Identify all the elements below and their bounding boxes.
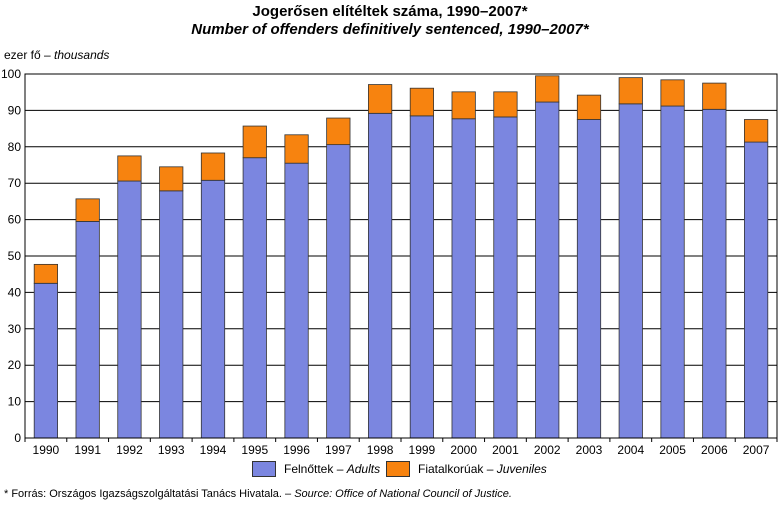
unit-english: thousands [54, 48, 110, 62]
bar-adults-1990 [33, 282, 58, 439]
bar-juveniles-1999 [409, 87, 434, 117]
bar-adults-1991 [75, 221, 100, 439]
bar-juveniles-1992 [117, 155, 142, 182]
bar-juveniles-1996 [284, 134, 309, 164]
bar-juveniles-2004 [618, 77, 643, 105]
y-tick-label-80: 80 [8, 140, 22, 154]
bar-adults-2007 [744, 141, 769, 439]
x-tick-label-2002: 2002 [534, 443, 561, 457]
y-tick-label-20: 20 [8, 358, 22, 372]
bar-juveniles-1991 [75, 198, 100, 222]
bar-juveniles-2002 [535, 75, 560, 103]
legend-swatch-juveniles [386, 461, 410, 477]
bar-juveniles-2006 [702, 82, 727, 110]
x-tick-label-1993: 1993 [158, 443, 185, 457]
bar-juveniles-1995 [242, 125, 267, 159]
bar-juveniles-1990 [33, 263, 58, 284]
x-tick-label-1999: 1999 [409, 443, 436, 457]
bar-adults-1999 [409, 115, 434, 439]
y-tick-label-0: 0 [14, 431, 21, 445]
legend-item-juveniles: Fiatalkorúak – Juveniles [386, 461, 547, 477]
bar-juveniles-2000 [451, 91, 476, 120]
bar-adults-2000 [451, 118, 476, 439]
bar-adults-1993 [159, 190, 184, 439]
bar-juveniles-2005 [660, 79, 685, 107]
y-tick-label-90: 90 [8, 103, 22, 117]
y-tick-label-60: 60 [8, 213, 22, 227]
chart-title-english: Number of offenders definitively sentenc… [191, 21, 589, 38]
bar-adults-1998 [368, 112, 393, 439]
bar-adults-2002 [535, 101, 560, 439]
bar-adults-2006 [702, 108, 727, 439]
bar-adults-2004 [618, 103, 643, 439]
bar-adults-1995 [242, 157, 267, 439]
unit-hungarian: ezer fő – [4, 48, 51, 62]
legend-label-juveniles-en: Juveniles [496, 462, 547, 476]
bar-adults-1994 [200, 179, 226, 439]
x-tick-label-2000: 2000 [450, 443, 477, 457]
bar-juveniles-2003 [576, 94, 602, 120]
legend-item-adults: Felnőttek – Adults [252, 461, 380, 477]
footnote-hungarian: * Forrás: Országos Igazságszolgáltatási … [4, 488, 292, 500]
footnote-english: Source: Office of National Council of Ju… [294, 488, 512, 500]
bar-juveniles-1993 [159, 166, 184, 192]
plot-frame [24, 73, 778, 439]
y-tick-label-70: 70 [8, 176, 22, 190]
x-tick-label-2001: 2001 [492, 443, 519, 457]
x-tick-label-2004: 2004 [617, 443, 644, 457]
x-tick-label-1998: 1998 [367, 443, 394, 457]
chart-title-hungarian: Jogerősen elítéltek száma, 1990–2007* [252, 3, 528, 20]
bar-adults-2005 [660, 105, 685, 439]
bar-adults-2001 [493, 116, 518, 439]
bar-chart: 0 10 20 30 40 50 60 70 80 90 100 1990 1991 1992 1993 19… [1, 67, 778, 457]
bar-adults-1996 [284, 162, 309, 439]
source-footnote: * Forrás: Országos Igazságszolgáltatási … [4, 488, 512, 500]
x-tick-label-2003: 2003 [576, 443, 603, 457]
chart-legend: Felnőttek – Adults Fiatalkorúak – Juveni… [0, 461, 780, 481]
y-tick-label-30: 30 [8, 322, 22, 336]
x-tick-label-1991: 1991 [74, 443, 101, 457]
bar-juveniles-2007 [744, 119, 769, 143]
x-tick-label-1996: 1996 [283, 443, 310, 457]
y-tick-label-10: 10 [8, 395, 22, 409]
legend-label-adults-en: Adults [346, 462, 381, 476]
bar-adults-1997 [326, 144, 351, 439]
x-tick-label-2007: 2007 [743, 443, 770, 457]
y-tick-label-100: 100 [1, 67, 21, 81]
bar-juveniles-1994 [200, 152, 226, 181]
legend-label-adults-hu: Felnőttek – [284, 462, 344, 476]
bar-juveniles-1997 [326, 117, 351, 146]
x-tick-label-1995: 1995 [241, 443, 268, 457]
y-tick-label-50: 50 [8, 249, 22, 263]
bar-juveniles-2001 [493, 91, 518, 118]
x-tick-label-2005: 2005 [659, 443, 686, 457]
bar-juveniles-1998 [368, 84, 393, 114]
legend-swatch-adults [252, 461, 276, 477]
x-tick-label-1992: 1992 [116, 443, 143, 457]
x-tick-label-2006: 2006 [701, 443, 728, 457]
y-axis-unit: ezer fő – thousands [4, 48, 109, 62]
bar-adults-1992 [117, 180, 142, 439]
x-tick-label-1994: 1994 [200, 443, 227, 457]
x-tick-label-1990: 1990 [33, 443, 60, 457]
legend-label-juveniles-hu: Fiatalkorúak – [418, 462, 494, 476]
y-tick-label-40: 40 [8, 285, 22, 299]
bar-adults-2003 [576, 119, 602, 439]
x-tick-label-1997: 1997 [325, 443, 352, 457]
